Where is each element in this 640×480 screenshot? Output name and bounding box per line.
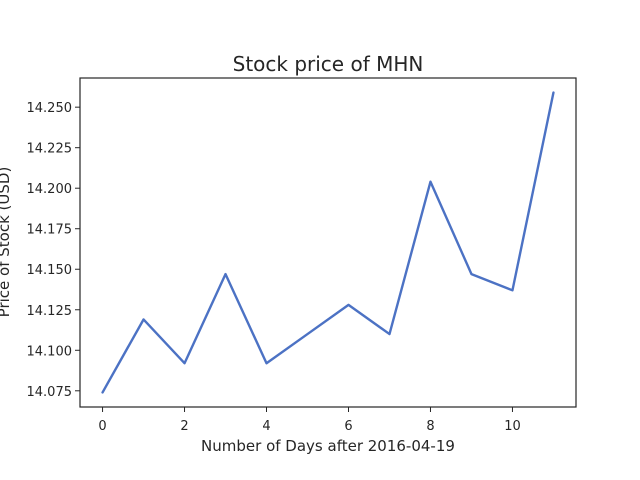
y-axis-label: Price of Stock (USD) [0, 167, 13, 318]
x-tick-label: 10 [504, 419, 521, 434]
x-axis-label: Number of Days after 2016-04-19 [201, 437, 455, 455]
series-line [101, 91, 555, 394]
x-tick-label: 4 [262, 419, 270, 434]
y-tick-label: 14.200 [27, 182, 73, 197]
chart-title: Stock price of MHN [233, 52, 424, 76]
x-tick-label: 8 [426, 419, 434, 434]
x-tick-label: 6 [344, 419, 352, 434]
x-axis-ticks: 0 2 4 6 8 10 [98, 407, 521, 434]
y-tick-label: 14.175 [27, 223, 73, 238]
x-tick-label: 2 [180, 419, 188, 434]
y-tick-label: 14.100 [27, 344, 73, 359]
y-tick-label: 14.125 [27, 304, 73, 319]
series-layer [101, 91, 555, 394]
y-tick-label: 14.075 [27, 385, 73, 400]
y-tick-label: 14.225 [27, 142, 73, 157]
x-tick-label: 0 [98, 419, 106, 434]
y-tick-label: 14.250 [27, 101, 73, 116]
y-tick-label: 14.150 [27, 263, 73, 278]
plot-frame [79, 77, 577, 408]
y-axis-ticks: 14.075 14.100 14.125 14.150 14.175 14.200 14.2… [27, 101, 80, 400]
